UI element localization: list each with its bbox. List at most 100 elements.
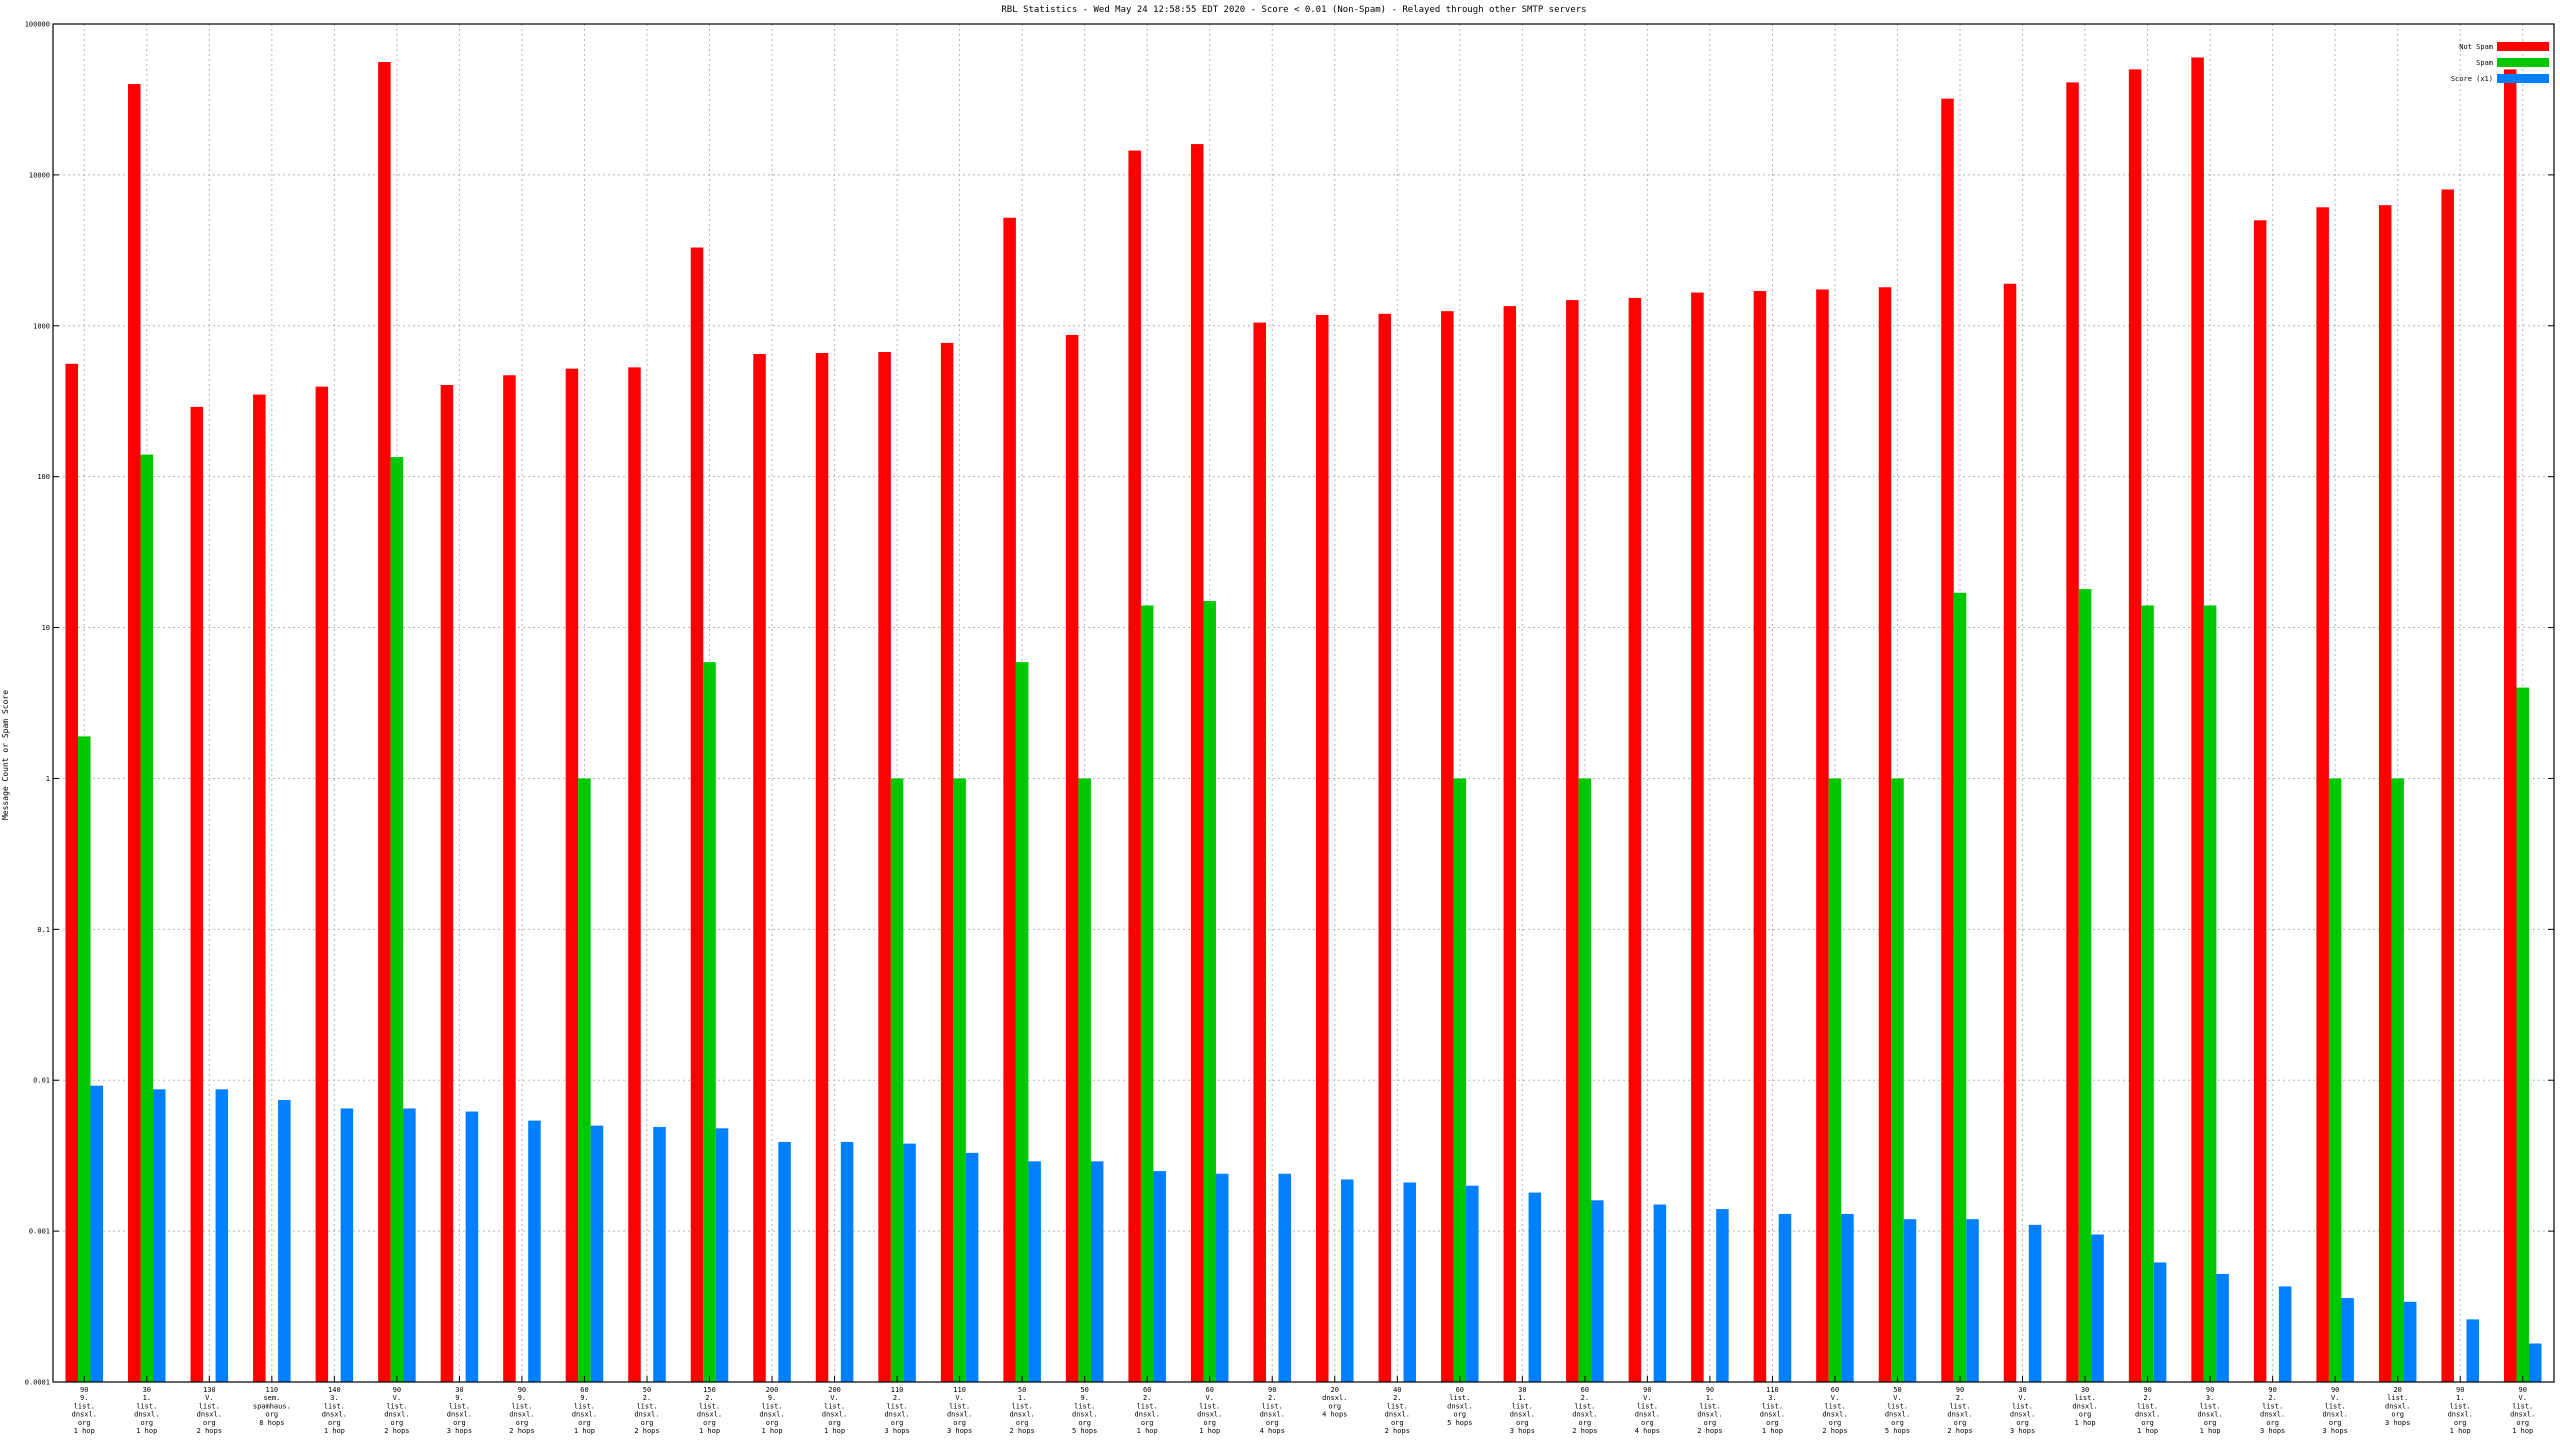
bar-not-spam <box>1316 314 1329 1382</box>
bar-not-spam <box>753 354 766 1382</box>
bar-not-spam <box>128 84 141 1383</box>
legend-swatch <box>2497 42 2549 51</box>
bar-spam <box>1078 778 1091 1382</box>
y-tick-label: 0.001 <box>29 1228 50 1236</box>
bar-not-spam <box>1065 334 1079 1382</box>
x-tick-label: 60 V. list. dnsxl. org 2 hops <box>1822 1386 1847 1435</box>
y-tick-label: 1000 <box>33 322 50 330</box>
bar-not-spam <box>1566 300 1579 1383</box>
legend-label: Not Spam <box>2459 43 2493 51</box>
bar-score-x1 <box>1591 1200 1604 1382</box>
y-axis-label: Message Count or Spam Score <box>1 690 10 820</box>
x-tick-label: 130 V. list. dnsxl. org 2 hops <box>197 1386 222 1435</box>
y-tick-label: 10000 <box>29 171 50 179</box>
bar-not-spam <box>1441 311 1454 1382</box>
bar-not-spam <box>190 406 204 1382</box>
bar-spam <box>2516 687 2529 1382</box>
bar-spam <box>1578 778 1592 1382</box>
bar-not-spam <box>65 363 79 1382</box>
x-tick-label: 90 V. list. dnsxl. org 2 hops <box>384 1386 409 1435</box>
x-tick-label: 110 sem. spamhaus. org 8 hops <box>253 1386 291 1427</box>
bar-not-spam <box>315 386 329 1382</box>
x-tick-label: 90 V. list. dnsxl. org 4 hops <box>1635 1386 1660 1435</box>
x-tick-label: 90 1. list. dnsxl. org 1 hop <box>2448 1386 2473 1435</box>
bar-score-x1 <box>1778 1213 1792 1382</box>
x-tick-label: 50 2. list. dnsxl. org 2 hops <box>634 1386 659 1435</box>
bar-spam <box>2078 589 2092 1382</box>
y-tick-label: 100 <box>37 473 50 481</box>
bar-not-spam <box>690 247 704 1382</box>
bar-score-x1 <box>965 1152 979 1382</box>
x-axis-ticks: 90 9. list. dnsxl. org 1 hop 30 1. list. dnsxl. or… <box>72 1376 2535 1435</box>
x-tick-label: 30 1. list. dnsxl. org 1 hop <box>134 1386 159 1435</box>
bar-spam <box>953 778 966 1382</box>
bar-score-x1 <box>778 1141 791 1382</box>
bar-score-x1 <box>1903 1219 1917 1382</box>
bar-not-spam <box>1878 287 1892 1382</box>
bar-not-spam <box>2191 57 2204 1383</box>
bar-not-spam <box>1691 292 1704 1382</box>
x-tick-label: 90 V. list. dnsxl. org 3 hops <box>2323 1386 2348 1435</box>
y-tick-label: 0.1 <box>37 926 50 934</box>
bar-spam <box>390 457 404 1383</box>
x-tick-label: 90 2. list. dnsxl. org 4 hops <box>1260 1386 1285 1435</box>
x-tick-label: 90 3. list. dnsxl. org 1 hop <box>2197 1386 2222 1435</box>
bars <box>65 57 2542 1383</box>
bar-spam <box>1453 778 1467 1382</box>
bar-not-spam <box>1190 144 1204 1382</box>
x-tick-label: 200 V. list. dnsxl. org 1 hop <box>822 1386 847 1435</box>
bar-not-spam <box>2378 205 2392 1383</box>
bar-score-x1 <box>2528 1343 2542 1382</box>
bar-spam <box>1015 662 1029 1382</box>
x-tick-label: 30 9. list. dnsxl. org 3 hops <box>447 1386 472 1435</box>
bar-spam <box>1203 600 1216 1382</box>
x-tick-label: 140 3. list. dnsxl. org 1 hop <box>322 1386 347 1435</box>
bar-not-spam <box>1128 150 1141 1382</box>
bar-not-spam <box>815 353 829 1382</box>
x-tick-label: 30 V. list. dnsxl. org 3 hops <box>2010 1386 2035 1435</box>
bar-not-spam <box>2503 69 2517 1382</box>
y-tick-label: 100000 <box>25 21 50 29</box>
bar-not-spam <box>628 367 641 1383</box>
legend: Not Spam Spam Score (x1) <box>2451 42 2549 83</box>
bar-score-x1 <box>1528 1192 1542 1382</box>
bar-not-spam <box>2066 82 2079 1382</box>
x-tick-label: 30 1. list. dnsxl. org 3 hops <box>1510 1386 1535 1435</box>
x-tick-label: 90 V. list. dnsxl. org 1 hop <box>2510 1386 2535 1435</box>
bar-score-x1 <box>1215 1173 1229 1382</box>
bar-not-spam <box>1941 98 1954 1383</box>
legend-swatch <box>2497 58 2549 67</box>
bar-not-spam <box>878 352 891 1383</box>
bar-score-x1 <box>2403 1301 2417 1382</box>
bar-spam <box>2203 605 2217 1382</box>
bar-not-spam <box>565 368 579 1382</box>
x-tick-label: 90 1. list. dnsxl. org 2 hops <box>1697 1386 1722 1435</box>
x-tick-label: 60 list. dnsxl. org 5 hops <box>1447 1386 1472 1427</box>
bar-score-x1 <box>1403 1182 1417 1382</box>
bar-score-x1 <box>2028 1224 2042 1382</box>
bar-spam <box>1140 605 1154 1382</box>
bar-score-x1 <box>1090 1161 1104 1382</box>
bar-spam <box>1891 778 1904 1382</box>
bar-score-x1 <box>528 1120 541 1382</box>
bar-spam <box>140 454 154 1383</box>
x-tick-label: 90 9. list. dnsxl. org 2 hops <box>509 1386 534 1435</box>
bar-not-spam <box>1816 289 1829 1382</box>
bar-score-x1 <box>2278 1286 2292 1382</box>
x-tick-label: 20 list. dnsxl. org 3 hops <box>2385 1386 2410 1427</box>
bar-score-x1 <box>2091 1234 2104 1382</box>
bar-score-x1 <box>1153 1171 1166 1382</box>
x-tick-label: 90 9. list. dnsxl. org 1 hop <box>72 1386 97 1435</box>
bar-score-x1 <box>1716 1209 1729 1382</box>
bar-spam <box>2141 605 2154 1382</box>
bar-score-x1 <box>903 1143 916 1382</box>
bar-score-x1 <box>215 1089 229 1382</box>
bar-spam <box>703 662 716 1382</box>
bar-not-spam <box>503 375 516 1382</box>
bar-spam <box>78 736 91 1382</box>
bar-score-x1 <box>1841 1213 1854 1382</box>
bar-not-spam <box>440 385 454 1383</box>
y-tick-label: 0.0001 <box>25 1379 50 1387</box>
x-tick-label: 110 2. list. dnsxl. org 3 hops <box>884 1386 909 1435</box>
bar-score-x1 <box>90 1085 104 1382</box>
